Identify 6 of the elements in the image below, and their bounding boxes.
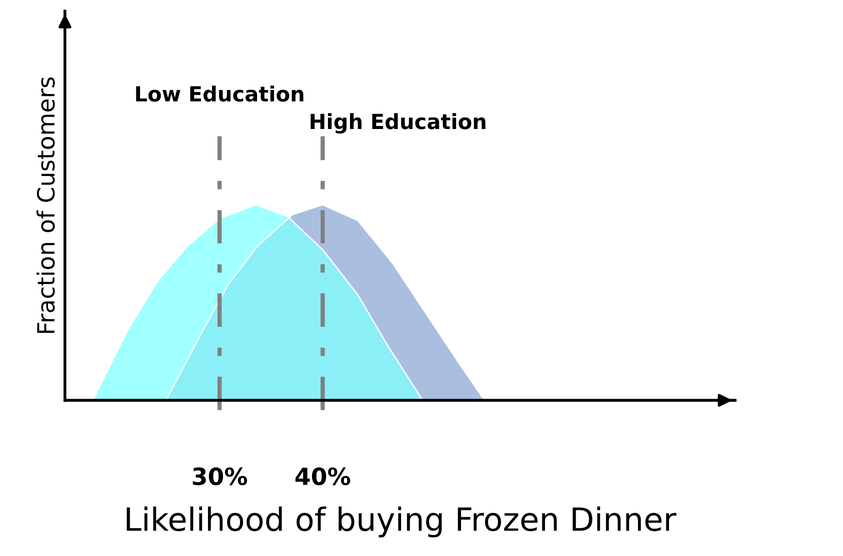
x-tick-label: 30% xyxy=(192,467,248,486)
ref-line-label: High Education xyxy=(310,113,486,134)
x-tick-label: 40% xyxy=(295,467,350,486)
ref-line-label: Low Education xyxy=(136,86,304,102)
x-axis-title: Likelihood of buying Frozen Dinner xyxy=(126,506,676,538)
y-axis-title: Fraction of Customers xyxy=(36,77,55,333)
